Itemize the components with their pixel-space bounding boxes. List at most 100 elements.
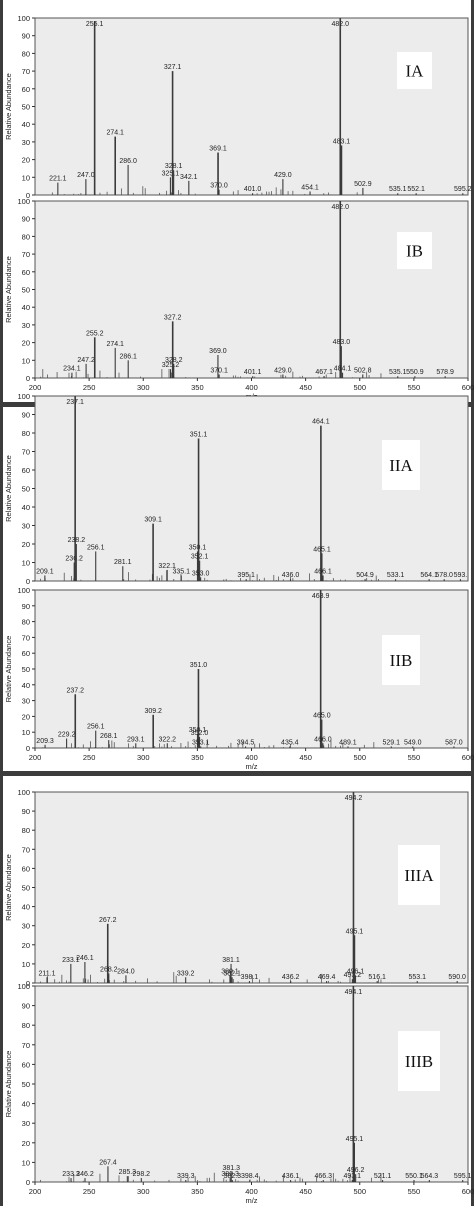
- peak-label: 209.1: [36, 568, 54, 575]
- peak-label: 298.2: [133, 1171, 151, 1178]
- peak-label: 454.1: [301, 184, 319, 191]
- group-separator-2: [0, 771, 474, 776]
- peak-label: 496.2: [347, 1167, 365, 1174]
- peak-label: 578.9: [436, 369, 454, 376]
- peak-label: 352.0: [191, 730, 209, 737]
- y-tick-label: 10: [22, 1158, 30, 1167]
- y-tick-label: 10: [22, 559, 30, 568]
- x-tick-label: 300: [137, 1187, 150, 1196]
- peak-label: 281.1: [114, 559, 132, 566]
- peak-label: 467.1: [315, 369, 333, 376]
- panel-title-box: [398, 845, 440, 905]
- y-tick-label: 40: [22, 1100, 30, 1109]
- peak-label: 325.2: [162, 362, 180, 369]
- x-tick-label: 500: [353, 753, 366, 762]
- peak-label: 549.0: [404, 739, 422, 746]
- x-tick-label: 500: [353, 383, 366, 392]
- y-tick-label: 50: [22, 665, 30, 674]
- peak-label: 268.1: [100, 733, 118, 740]
- peak-label: 535.1: [389, 186, 407, 193]
- peak-label: 495.1: [346, 1136, 364, 1143]
- panel-title-box: [398, 1031, 440, 1091]
- peak-label: 516.1: [368, 974, 386, 981]
- peak-label: 322.1: [158, 563, 176, 570]
- peak-label: 483.0: [333, 339, 351, 346]
- y-tick-label: 90: [22, 411, 30, 420]
- y-tick-label: 0: [26, 374, 30, 383]
- y-tick-label: 20: [22, 1139, 30, 1148]
- y-tick-label: 60: [22, 85, 30, 94]
- peak-label: 502.8: [354, 367, 372, 374]
- peak-label: 398.1: [241, 974, 259, 981]
- peak-label: 335.1: [172, 568, 190, 575]
- peak-label: 494.2: [345, 795, 363, 802]
- peak-label: 465.1: [313, 546, 331, 553]
- spectrum-panel-IIIB: 0 10 20 30 40 50 60 70 80 90 100 Relative Abundance…: [4, 982, 472, 1187]
- peak-label: 267.2: [99, 917, 117, 924]
- x-tick-label: 450: [299, 383, 312, 392]
- panel-title: IIIB: [405, 1052, 433, 1071]
- peak-label: 504.9: [356, 572, 374, 579]
- y-tick-label: 30: [22, 1119, 30, 1128]
- peak-label: 381.1: [222, 957, 240, 964]
- peak-label: 342.1: [180, 174, 198, 181]
- y-tick-label: 90: [22, 807, 30, 816]
- x-tick-label: 250: [83, 753, 96, 762]
- peak-label: 552.1: [407, 186, 425, 193]
- peak-label: 256.1: [87, 724, 105, 731]
- panel-title-box: [382, 635, 420, 685]
- peak-label: 398.4: [241, 1173, 259, 1180]
- x-tick-label: 350: [191, 383, 204, 392]
- y-axis-title: Relative Abundance: [4, 256, 13, 323]
- y-tick-label: 100: [17, 197, 30, 206]
- peak-label: 293.1: [127, 736, 145, 743]
- plot-area: [34, 17, 469, 196]
- peak-label: 550.9: [406, 369, 424, 376]
- peak-label: 284.0: [117, 968, 135, 975]
- y-tick-label: 20: [22, 941, 30, 950]
- peak-label: 256.1: [87, 544, 105, 551]
- peak-label: 286.0: [119, 158, 137, 165]
- y-axis-title: Relative Abundance: [4, 455, 13, 522]
- x-axis: 200 250 300 350 400 450 500 550 600 m/z: [29, 748, 474, 771]
- y-tick-label: 40: [22, 903, 30, 912]
- peak-label: 211.1: [39, 970, 56, 977]
- y-tick-label: 60: [22, 1060, 30, 1069]
- peak-label: 237.2: [67, 687, 85, 694]
- y-tick-label: 50: [22, 103, 30, 112]
- y-tick-label: 30: [22, 321, 30, 330]
- panel-title-box: [397, 232, 432, 269]
- peak-label: 595.1: [454, 1173, 472, 1180]
- y-tick-label: 60: [22, 268, 30, 277]
- peak-label: 521.1: [374, 1173, 392, 1180]
- x-tick-label: 450: [299, 753, 312, 762]
- y-tick-label: 50: [22, 485, 30, 494]
- y-tick-label: 100: [17, 14, 30, 23]
- x-axis: 200 250 300 350 400 450 500 550 600 m/z: [29, 1182, 474, 1205]
- panel-title: IIA: [389, 456, 413, 475]
- peak-label: 489.1: [339, 739, 357, 746]
- y-tick-label: 20: [22, 339, 30, 348]
- peak-label: 533.1: [387, 572, 405, 579]
- y-tick-label: 90: [22, 215, 30, 224]
- peak-label: 595.2: [454, 186, 472, 193]
- peak-label: 587.0: [445, 739, 463, 746]
- y-tick-label: 0: [26, 744, 30, 753]
- peak-label: 593.: [454, 572, 468, 579]
- peak-label: 436.1: [282, 1173, 300, 1180]
- spectrum-panel-IIA: 0 10 20 30 40 50 60 70 80 90 100 Relative Abundance…: [4, 392, 469, 586]
- figure-left-border: [0, 0, 3, 1206]
- peak-label: 463.9: [312, 593, 330, 600]
- y-tick-label: 50: [22, 884, 30, 893]
- peak-label: 350.1: [189, 727, 207, 734]
- peak-label: 482.0: [331, 21, 349, 28]
- y-tick-label: 50: [22, 1080, 30, 1089]
- y-tick-label: 70: [22, 448, 30, 457]
- y-tick-label: 30: [22, 922, 30, 931]
- peak-label: 429.0: [274, 367, 292, 374]
- peak-label: 370.1: [210, 367, 228, 374]
- y-tick-label: 10: [22, 173, 30, 182]
- y-tick-label: 10: [22, 960, 30, 969]
- y-tick-label: 70: [22, 633, 30, 642]
- peak-label: 564.1: [420, 572, 438, 579]
